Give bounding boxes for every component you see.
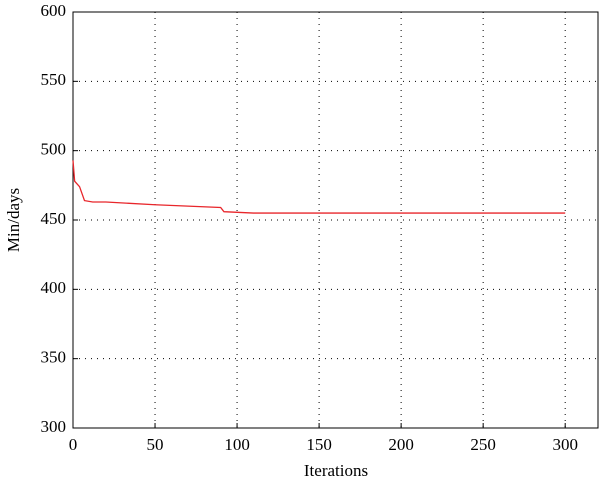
x-tick-label: 0	[69, 435, 78, 454]
y-tick-label: 600	[41, 1, 67, 20]
y-tick-label: 350	[41, 348, 67, 367]
y-tick-label: 550	[41, 70, 67, 89]
y-axis-label: Min/days	[4, 188, 23, 252]
y-tick-label: 500	[41, 140, 67, 159]
x-tick-label: 150	[306, 435, 332, 454]
x-tick-label: 200	[388, 435, 414, 454]
x-tick-label: 300	[552, 435, 578, 454]
x-tick-label: 50	[147, 435, 164, 454]
y-tick-label: 450	[41, 209, 67, 228]
x-tick-label: 250	[470, 435, 496, 454]
y-tick-label: 300	[41, 417, 67, 436]
y-tick-label: 400	[41, 278, 67, 297]
x-tick-label: 100	[224, 435, 250, 454]
plot-frame	[72, 11, 599, 429]
line	[72, 160, 566, 214]
x-axis-label: Iterations	[304, 461, 368, 480]
